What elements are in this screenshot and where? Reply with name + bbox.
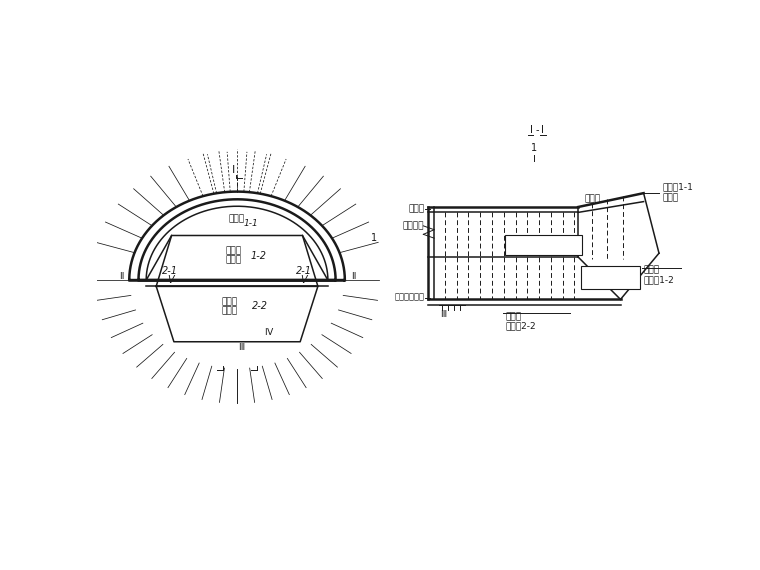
Text: 1-1: 1-1 xyxy=(243,219,258,229)
Text: 上台阶: 上台阶 xyxy=(644,266,660,275)
Text: 核心土: 核心土 xyxy=(225,255,241,264)
Text: Ⅱ: Ⅱ xyxy=(119,272,123,281)
Text: 钢拱架: 钢拱架 xyxy=(408,204,424,213)
Text: 伸缩初期支护: 伸缩初期支护 xyxy=(394,292,424,302)
Text: 下台阶: 下台阶 xyxy=(221,297,237,306)
Text: 1: 1 xyxy=(371,233,377,243)
Text: 核心土2-2: 核心土2-2 xyxy=(505,321,536,330)
Text: 上台阶: 上台阶 xyxy=(584,195,600,204)
Text: 1: 1 xyxy=(531,143,537,153)
Text: 2-1: 2-1 xyxy=(162,266,178,276)
Text: V: V xyxy=(301,275,307,285)
Text: 初期支护: 初期支护 xyxy=(403,221,424,230)
Text: Ⅱ: Ⅱ xyxy=(351,272,356,281)
Bar xyxy=(581,266,640,290)
Text: 上台阶: 上台阶 xyxy=(225,246,241,255)
Text: 下台阶: 下台阶 xyxy=(505,312,521,321)
Text: V: V xyxy=(166,275,173,285)
Text: -: - xyxy=(536,125,539,135)
Text: Ⅲ: Ⅲ xyxy=(238,343,244,352)
Text: Ⅳ: Ⅳ xyxy=(264,328,272,337)
Text: 2-2: 2-2 xyxy=(252,300,268,311)
Text: 上台阶: 上台阶 xyxy=(229,214,245,223)
Text: I: I xyxy=(541,125,544,135)
Text: 5~10m: 5~10m xyxy=(527,241,560,250)
Text: I: I xyxy=(232,165,235,175)
Text: 1-2: 1-2 xyxy=(251,251,267,261)
Text: 核心土1-2: 核心土1-2 xyxy=(644,275,674,284)
Text: 上台阶1-1: 上台阶1-1 xyxy=(663,182,694,192)
Text: 掌子面: 掌子面 xyxy=(663,193,679,202)
Text: I: I xyxy=(530,125,533,135)
Bar xyxy=(505,235,582,255)
Text: 3~5m: 3~5m xyxy=(597,274,625,282)
Text: 2-1: 2-1 xyxy=(296,266,312,276)
Text: Ⅲ: Ⅲ xyxy=(440,310,446,319)
Text: 核心土: 核心土 xyxy=(221,307,237,315)
